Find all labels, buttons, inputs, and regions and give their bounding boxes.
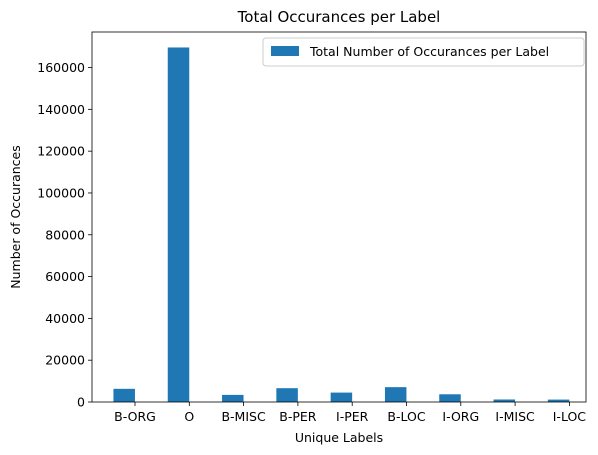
legend: Total Number of Occurances per Label bbox=[262, 37, 585, 67]
x-tick-label: I-LOC bbox=[553, 409, 587, 424]
bar bbox=[222, 394, 244, 402]
x-tick-label: I-MISC bbox=[495, 409, 535, 424]
y-tick-label: 80000 bbox=[45, 227, 85, 242]
x-tick-label: I-ORG bbox=[442, 409, 479, 424]
bar bbox=[330, 392, 353, 402]
bar bbox=[113, 388, 135, 402]
legend-frame bbox=[262, 37, 585, 67]
x-tick-label: O bbox=[184, 409, 194, 424]
y-tick-label: 100000 bbox=[37, 185, 85, 200]
chart-title: Total Occurances per Label bbox=[237, 8, 441, 26]
legend-swatch bbox=[271, 46, 299, 56]
bar bbox=[276, 388, 298, 402]
y-axis-ticks: 0 20000 40000 60000 80000 100000 120000 140000 1… bbox=[37, 60, 92, 410]
bar bbox=[167, 47, 190, 402]
axes-frame bbox=[91, 31, 587, 403]
legend-entry: Total Number of Occurances per Label bbox=[309, 44, 549, 59]
bar bbox=[547, 399, 570, 402]
bars-group bbox=[113, 47, 570, 402]
y-axis-label: Number of Occurances bbox=[8, 145, 23, 289]
x-tick-label: B-ORG bbox=[114, 409, 156, 424]
bar bbox=[493, 399, 516, 402]
bar bbox=[439, 394, 461, 402]
x-axis-ticks: B-ORG O B-MISC B-PER I-PER B-LOC I-ORG I-MISC I-… bbox=[114, 402, 586, 424]
y-tick-label: 140000 bbox=[37, 102, 85, 117]
x-tick-label: I-PER bbox=[336, 409, 369, 424]
y-tick-label: 120000 bbox=[37, 144, 85, 159]
y-tick-label: 160000 bbox=[37, 60, 85, 75]
y-tick-label: 40000 bbox=[45, 311, 85, 326]
y-tick-label: 60000 bbox=[45, 269, 85, 284]
y-tick-label: 0 bbox=[77, 395, 85, 410]
bar bbox=[384, 387, 407, 402]
x-tick-label: B-PER bbox=[279, 409, 317, 424]
y-tick-label: 20000 bbox=[45, 353, 85, 368]
x-axis-label: Unique Labels bbox=[295, 430, 383, 445]
x-tick-label: B-LOC bbox=[387, 409, 425, 424]
x-tick-label: B-MISC bbox=[221, 409, 265, 424]
